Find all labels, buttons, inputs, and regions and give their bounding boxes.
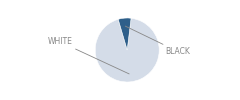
Text: WHITE: WHITE — [48, 38, 129, 74]
Wedge shape — [95, 18, 159, 82]
Text: BLACK: BLACK — [125, 26, 191, 56]
Wedge shape — [118, 18, 131, 50]
